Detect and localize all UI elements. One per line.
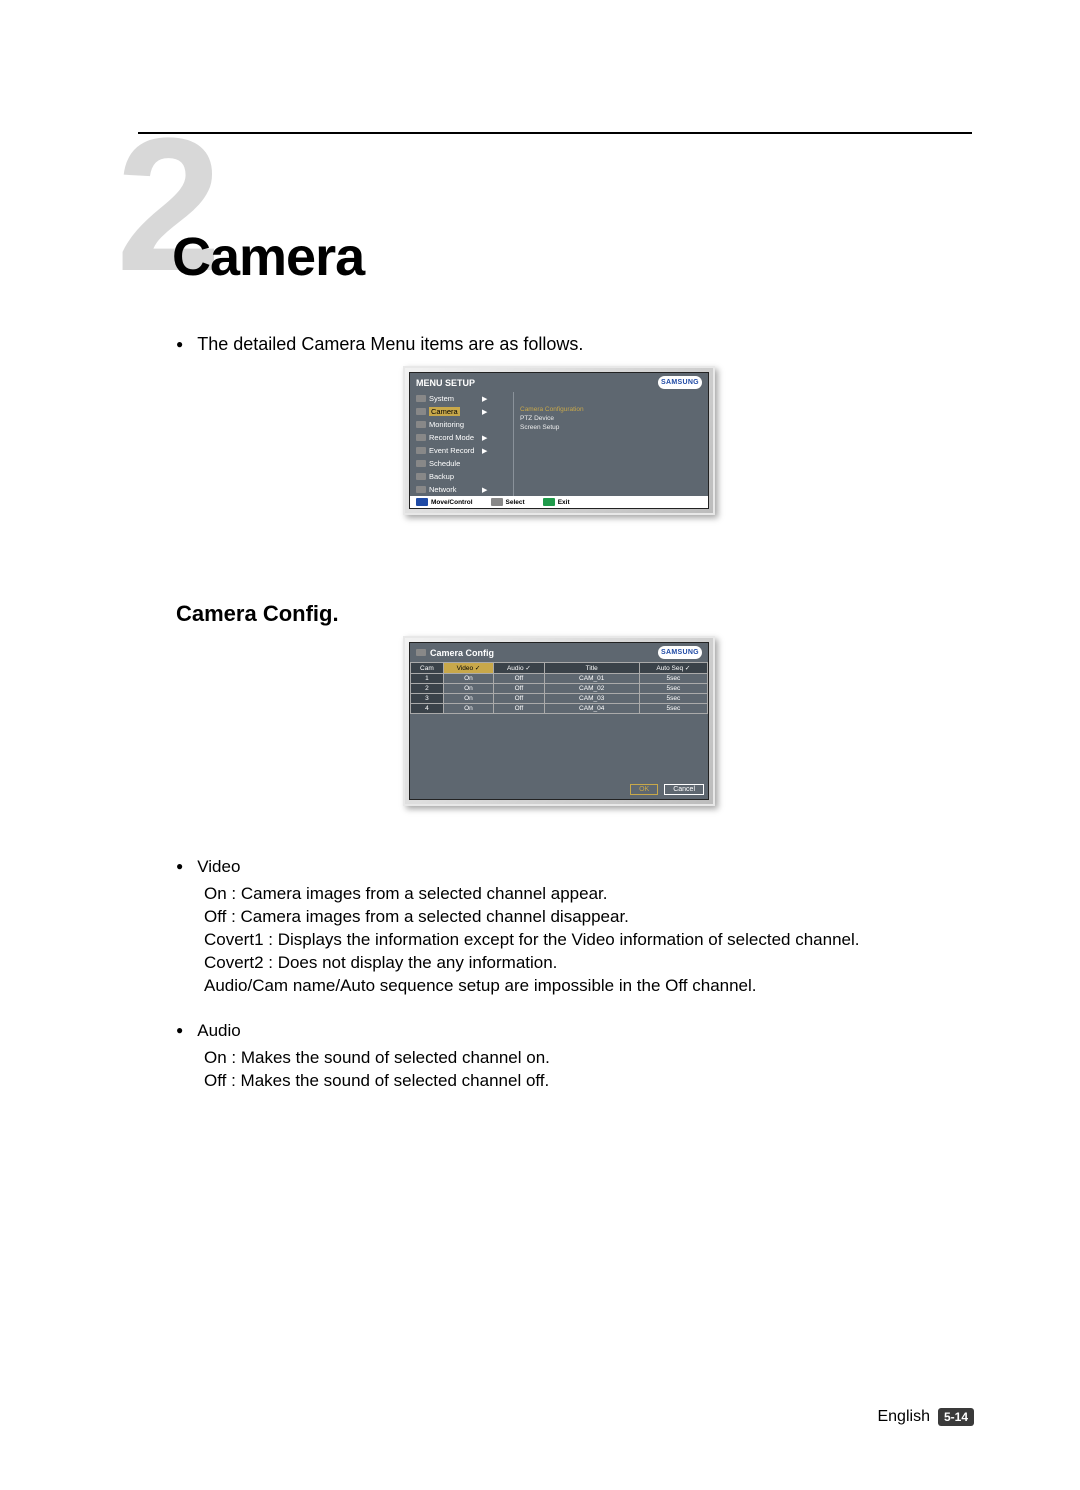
menu-item-record-mode: Record Mode: [429, 433, 474, 442]
video-line: Audio/Cam name/Auto sequence setup are i…: [204, 975, 860, 998]
intro-line: The detailed Camera Menu items are as fo…: [176, 334, 583, 355]
col-title: Title: [544, 663, 639, 674]
cell: CAM_03: [544, 694, 639, 704]
move-icon: [416, 498, 428, 506]
chevron-right-icon: ▶: [482, 434, 487, 442]
cell: 2: [411, 684, 444, 694]
schedule-icon: [416, 460, 426, 467]
camera-icon: [416, 649, 426, 656]
chevron-right-icon: ▶: [482, 486, 487, 494]
cell: On: [443, 684, 493, 694]
camera-config-heading: Camera Config.: [176, 601, 339, 627]
submenu-ptz: PTZ Device: [520, 414, 702, 423]
menu-setup-body: System▶ Camera▶ Monitoring Record Mode▶ …: [410, 392, 708, 496]
bullet-icon: [176, 334, 183, 355]
footer-move: Move/Control: [431, 499, 473, 506]
config-table: Cam Video ✓ Audio ✓ Title Auto Seq ✓ 1On…: [410, 662, 708, 714]
chevron-right-icon: ▶: [482, 447, 487, 455]
video-title: Video: [197, 856, 240, 879]
menu-setup-title: MENU SETUP: [416, 378, 475, 388]
cell: On: [443, 704, 493, 714]
bullet-icon: [176, 856, 183, 879]
event-icon: [416, 447, 426, 454]
footer-exit: Exit: [558, 499, 570, 506]
cell: CAM_01: [544, 674, 639, 684]
menu-item-backup: Backup: [429, 472, 454, 481]
system-icon: [416, 395, 426, 402]
cancel-button[interactable]: Cancel: [664, 784, 704, 795]
cell: CAM_02: [544, 684, 639, 694]
intro-text: The detailed Camera Menu items are as fo…: [197, 334, 583, 355]
cell: 5sec: [639, 684, 707, 694]
cell: 5sec: [639, 674, 707, 684]
backup-icon: [416, 473, 426, 480]
video-line: Off : Camera images from a selected chan…: [204, 906, 860, 929]
video-line: Covert2 : Does not display the any infor…: [204, 952, 860, 975]
select-icon: [491, 498, 503, 506]
footer-select: Select: [506, 499, 525, 506]
col-video: Video ✓: [443, 663, 493, 674]
submenu-screen: Screen Setup: [520, 423, 702, 432]
bullet-icon: [176, 1020, 183, 1043]
exit-icon: [543, 498, 555, 506]
cell: Off: [494, 704, 545, 714]
audio-title: Audio: [197, 1020, 240, 1043]
cell: 5sec: [639, 704, 707, 714]
audio-line: On : Makes the sound of selected channel…: [204, 1047, 550, 1070]
video-description: Video On : Camera images from a selected…: [176, 856, 860, 998]
menu-item-event-record: Event Record: [429, 446, 474, 455]
cell: CAM_04: [544, 704, 639, 714]
cell: 5sec: [639, 694, 707, 704]
cell: On: [443, 674, 493, 684]
audio-line: Off : Makes the sound of selected channe…: [204, 1070, 550, 1093]
config-title: Camera Config: [430, 648, 494, 658]
ok-button[interactable]: OK: [630, 784, 658, 795]
camera-icon: [416, 408, 426, 415]
record-icon: [416, 434, 426, 441]
network-icon: [416, 486, 426, 493]
audio-description: Audio On : Makes the sound of selected c…: [176, 1020, 550, 1093]
video-line: On : Camera images from a selected chann…: [204, 883, 860, 906]
chevron-right-icon: ▶: [482, 395, 487, 403]
footer-lang: English: [877, 1408, 929, 1426]
col-autoseq: Auto Seq ✓: [639, 663, 707, 674]
chevron-right-icon: ▶: [482, 408, 487, 416]
cell: Off: [494, 674, 545, 684]
page-frame: 2 Camera The detailed Camera Menu items …: [138, 132, 972, 1430]
menu-item-camera: Camera: [429, 407, 460, 416]
samsung-logo: SAMSUNG: [658, 376, 702, 389]
video-line: Covert1 : Displays the information excep…: [204, 929, 860, 952]
cell: 3: [411, 694, 444, 704]
section-title: Camera: [172, 226, 364, 288]
menu-setup-screenshot: MENU SETUP SAMSUNG System ▶ Camera ▶ Monit…: [403, 366, 715, 515]
menu-item-monitoring: Monitoring: [429, 420, 464, 429]
menu-item-system: System: [429, 394, 454, 403]
cell: Off: [494, 694, 545, 704]
cell: On: [443, 694, 493, 704]
page-footer: English 5-14: [877, 1408, 974, 1426]
menu-footer: Move/Control Select Exit: [410, 496, 708, 508]
cell: 1: [411, 674, 444, 684]
cell: Off: [494, 684, 545, 694]
col-audio: Audio ✓: [494, 663, 545, 674]
menu-item-network: Network: [429, 485, 457, 494]
page-number-badge: 5-14: [938, 1408, 974, 1426]
menu-item-schedule: Schedule: [429, 459, 460, 468]
submenu-camera-config: Camera Configuration: [520, 405, 702, 414]
samsung-logo: SAMSUNG: [658, 646, 702, 659]
col-cam: Cam: [411, 663, 444, 674]
monitoring-icon: [416, 421, 426, 428]
camera-config-screenshot: Camera Config SAMSUNG Cam Video ✓ Audio …: [403, 636, 715, 806]
cell: 4: [411, 704, 444, 714]
